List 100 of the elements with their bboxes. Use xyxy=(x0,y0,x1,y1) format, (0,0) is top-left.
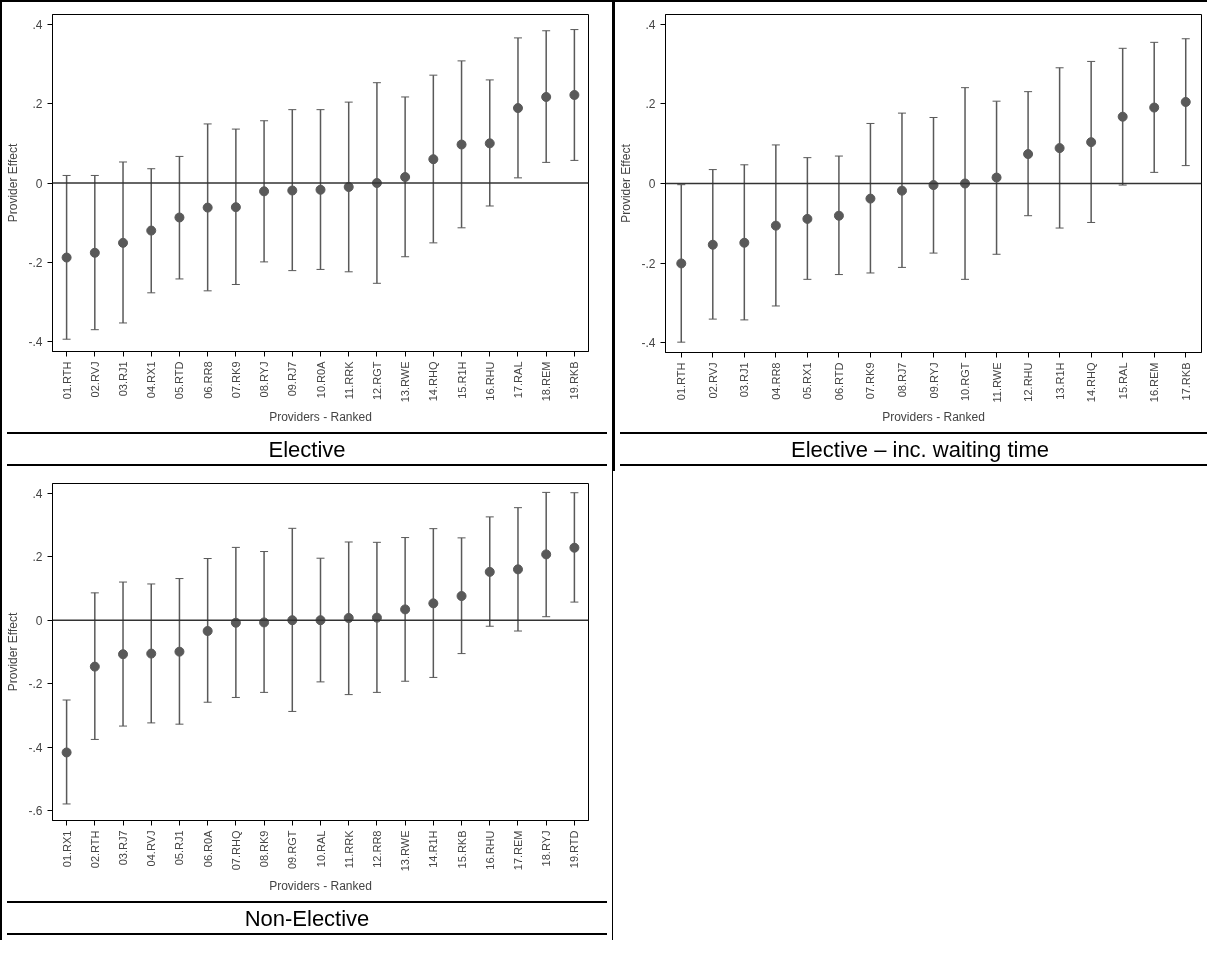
x-tick-label: 09.RJ7 xyxy=(286,361,299,397)
point xyxy=(89,661,100,672)
x-tick-label: 07.RHQ xyxy=(229,830,242,871)
point xyxy=(1086,137,1097,148)
point xyxy=(569,89,580,100)
x-axis-title: Providers - Ranked xyxy=(269,410,372,425)
point xyxy=(676,258,687,269)
point xyxy=(89,247,100,258)
x-tick-label: 01.RTH xyxy=(675,362,688,401)
y-tick-label: .2 xyxy=(32,550,43,565)
x-tick-label: 01.RTH xyxy=(60,361,73,400)
x-tick-label: 10.R0A xyxy=(314,360,327,399)
point xyxy=(896,185,907,196)
x-tick-label: 16.RHU xyxy=(483,361,496,401)
y-axis-title: Provider Effect xyxy=(619,143,634,223)
point xyxy=(833,210,844,221)
y-tick-label: -.2 xyxy=(28,677,43,692)
y-tick-label: -.4 xyxy=(28,335,43,350)
x-axis-title: Providers - Ranked xyxy=(269,879,372,894)
x-tick-label: 11.RRK xyxy=(342,360,355,400)
x-tick-label: 17.RAL xyxy=(511,361,524,399)
x-tick-label: 04.RVJ xyxy=(145,830,158,867)
x-tick-label: 05.RX1 xyxy=(801,362,814,400)
point xyxy=(484,138,495,149)
y-axis-title: Provider Effect xyxy=(6,612,21,692)
x-tick-label: 04.RX1 xyxy=(145,361,158,399)
text: Elective – inc. waiting time xyxy=(791,436,1049,464)
x-tick-label: 14.RHQ xyxy=(1085,362,1098,403)
y-tick-label: .4 xyxy=(32,486,43,501)
point xyxy=(428,154,439,165)
x-tick-label: 12.RHU xyxy=(1022,362,1035,402)
y-tick-label: .2 xyxy=(32,97,43,112)
x-tick-label: 11.RRK xyxy=(342,829,355,869)
y-tick-label: -.2 xyxy=(28,255,43,270)
point xyxy=(1023,149,1034,160)
x-tick-label: 10.RAL xyxy=(314,830,327,868)
x-tick-label: 14.R1H xyxy=(427,830,440,868)
point xyxy=(456,591,467,602)
x-tick-label: 08.RK9 xyxy=(258,830,271,868)
text: Non-Elective xyxy=(244,905,370,933)
x-tick-label: 11.RWE xyxy=(990,362,1003,403)
point xyxy=(118,237,129,248)
x-tick-label: 03.RJ7 xyxy=(117,830,130,866)
x-tick-label: 18.REM xyxy=(540,361,553,402)
y-tick-label: 0 xyxy=(35,613,43,628)
x-tick-label: 08.RYJ xyxy=(258,361,271,398)
point xyxy=(400,172,411,183)
point xyxy=(174,646,185,657)
x-tick-label: 18.RYJ xyxy=(540,830,553,867)
x-tick-label: 15.R1H xyxy=(455,361,468,399)
x-tick-label: 02.RVJ xyxy=(706,362,719,399)
y-tick-label: .2 xyxy=(645,97,656,112)
point xyxy=(484,566,495,577)
x-tick-label: 12.RR8 xyxy=(370,830,383,868)
x-tick-label: 09.RGT xyxy=(286,830,299,870)
point xyxy=(146,225,157,236)
x-tick-label: 19.RTD xyxy=(568,830,581,869)
x-tick-label: 15.RKB xyxy=(455,830,468,869)
x-tick-label: 06.RTD xyxy=(832,362,845,401)
point xyxy=(174,212,185,223)
point xyxy=(865,193,876,204)
y-tick-label: -.2 xyxy=(641,256,656,271)
x-tick-label: 06.R0A xyxy=(201,829,214,868)
point xyxy=(118,649,129,660)
x-tick-label: 07.RK9 xyxy=(864,362,877,400)
point xyxy=(991,172,1002,183)
point xyxy=(146,648,157,659)
y-axis-title: Provider Effect xyxy=(6,143,21,223)
point xyxy=(770,220,781,231)
point xyxy=(287,185,298,196)
point xyxy=(400,604,411,615)
x-tick-label: 05.RTD xyxy=(173,361,186,400)
x-tick-label: 02.RTH xyxy=(88,830,101,869)
point xyxy=(61,252,72,263)
x-tick-label: 02.RVJ xyxy=(88,361,101,398)
x-tick-label: 01.RX1 xyxy=(60,830,73,868)
y-tick-label: 0 xyxy=(648,177,656,191)
x-tick-label: 09.RYJ xyxy=(927,362,940,399)
point xyxy=(61,747,72,758)
x-tick-label: 05.RJ1 xyxy=(173,830,186,866)
x-tick-label: 07.RK9 xyxy=(229,361,242,399)
x-tick-label: 14.RHQ xyxy=(427,361,440,402)
point xyxy=(1117,111,1128,122)
point xyxy=(739,237,750,248)
point xyxy=(707,239,718,250)
x-tick-label: 16.RHU xyxy=(483,830,496,870)
x-tick-label: 12.RGT xyxy=(370,361,383,401)
x-tick-label: 10.RGT xyxy=(959,362,972,402)
point xyxy=(802,213,813,224)
point xyxy=(202,202,213,213)
text: Elective xyxy=(268,436,346,464)
point xyxy=(541,549,552,560)
x-tick-label: 03.RJ1 xyxy=(738,362,751,398)
x-tick-label: 19.RKB xyxy=(568,361,581,400)
y-tick-label: .4 xyxy=(645,17,656,32)
point xyxy=(1180,96,1191,107)
point xyxy=(569,542,580,553)
point xyxy=(1149,102,1160,113)
y-tick-label: .4 xyxy=(32,17,43,32)
x-tick-label: 06.RR8 xyxy=(201,361,214,399)
